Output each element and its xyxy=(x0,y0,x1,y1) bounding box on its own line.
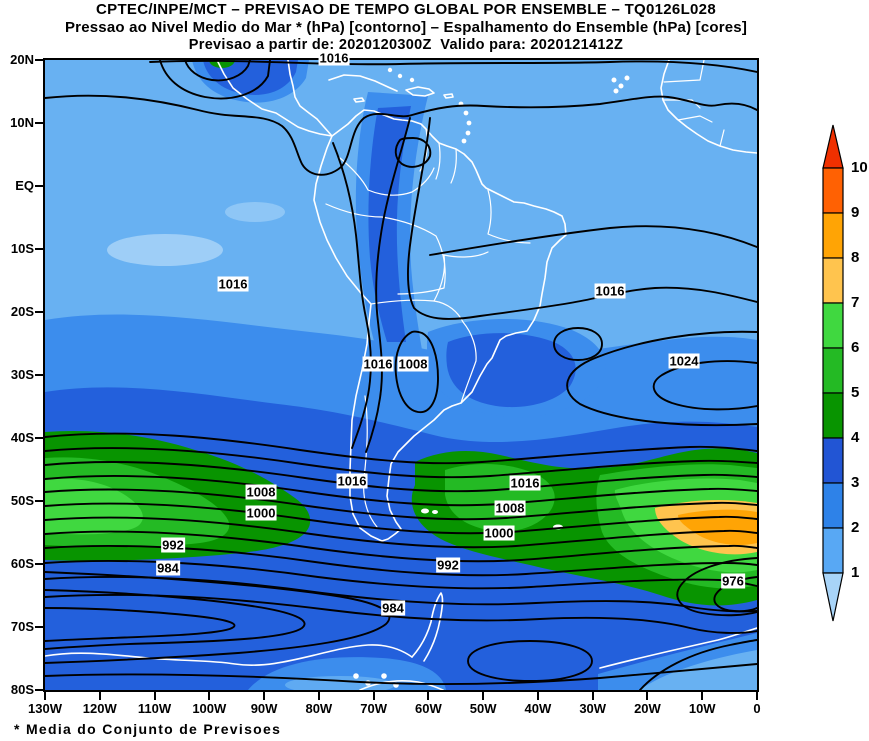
lon-tick xyxy=(208,692,211,700)
contour-label: 1016 xyxy=(217,276,249,292)
colorbar-value: 7 xyxy=(851,294,860,311)
lat-tick xyxy=(35,563,43,565)
lat-tick-label: 30S xyxy=(10,367,34,382)
lat-tick xyxy=(35,185,43,187)
lon-tick xyxy=(372,692,375,700)
lon-tick-label: 40W xyxy=(524,701,552,716)
contour-label: 984 xyxy=(156,560,180,576)
lon-tick xyxy=(44,692,46,700)
lat-tick-label: EQ xyxy=(15,178,34,193)
lat-tick xyxy=(35,626,43,628)
lat-tick xyxy=(35,374,43,376)
colorbar-svg xyxy=(822,124,844,622)
lat-tick xyxy=(35,59,43,61)
pressure-contours xyxy=(45,60,757,690)
lon-tick xyxy=(263,692,266,700)
lat-tick-label: 20N xyxy=(10,52,34,67)
contour-label: 1016 xyxy=(336,473,368,489)
colorbar-value: 2 xyxy=(851,519,860,536)
contour-label: 1016 xyxy=(318,50,350,66)
colorbar-value: 8 xyxy=(851,249,860,266)
contour-label: 1024 xyxy=(668,353,700,369)
lon-tick xyxy=(98,692,101,700)
contour-label: 1008 xyxy=(245,484,277,500)
lon-tick xyxy=(756,692,758,700)
lat-tick xyxy=(35,311,43,313)
contour-label: 1008 xyxy=(397,356,429,372)
lat-tick-label: 60S xyxy=(10,556,34,571)
contour-label: 1016 xyxy=(509,475,541,491)
lon-tick-label: 130W xyxy=(28,701,62,716)
title-line-2: Pressao ao Nivel Medio do Mar * (hPa) [c… xyxy=(64,19,748,36)
contour-label: 1016 xyxy=(594,283,626,299)
colorbar-value: 1 xyxy=(851,564,860,581)
colorbar xyxy=(822,123,846,628)
colorbar-value: 4 xyxy=(851,429,860,446)
lat-tick xyxy=(35,122,43,124)
lon-tick-label: 110W xyxy=(137,701,172,716)
contour-label: 1008 xyxy=(494,500,526,516)
title-line-1: CPTEC/INPE/MCT – PREVISAO DE TEMPO GLOBA… xyxy=(96,1,716,18)
lon-tick xyxy=(153,692,156,700)
lon-tick-label: 30W xyxy=(579,701,607,716)
lon-tick xyxy=(646,692,649,700)
title-line-3: Previsao a partir de: 2020120300Z Valido… xyxy=(188,37,624,53)
weather-map xyxy=(45,60,757,690)
lon-tick-label: 100W xyxy=(192,701,227,716)
map-frame xyxy=(43,58,759,692)
lat-tick-label: 10S xyxy=(10,241,34,256)
lon-tick xyxy=(317,692,320,700)
lon-tick-label: 0 xyxy=(753,701,761,716)
lon-tick-label: 80W xyxy=(305,701,333,716)
lat-tick-label: 40S xyxy=(10,430,34,445)
colorbar-value: 3 xyxy=(851,474,860,491)
lon-tick xyxy=(591,692,594,700)
lat-tick-label: 70S xyxy=(10,619,34,634)
contour-label: 976 xyxy=(721,573,745,589)
lat-tick xyxy=(35,248,43,250)
colorbar-value: 9 xyxy=(851,204,860,221)
colorbar-value: 6 xyxy=(851,339,860,356)
lat-tick-label: 20S xyxy=(10,304,34,319)
colorbar-value: 5 xyxy=(851,384,860,401)
lat-tick xyxy=(35,689,43,691)
lat-tick-label: 50S xyxy=(10,493,34,508)
country-borders xyxy=(325,60,725,528)
colorbar-value: 10 xyxy=(851,159,868,176)
contour-label: 1000 xyxy=(245,505,277,521)
footnote: * Media do Conjunto de Previsoes xyxy=(14,721,282,737)
lon-tick-label: 50W xyxy=(469,701,497,716)
lon-tick-label: 120W xyxy=(82,701,117,716)
lon-tick-label: 60W xyxy=(415,701,442,716)
contour-label: 1000 xyxy=(483,525,515,541)
lat-tick xyxy=(35,437,43,439)
contour-label: 984 xyxy=(381,600,405,616)
lon-tick-label: 10W xyxy=(688,701,716,716)
lon-tick xyxy=(427,692,430,700)
lat-tick-label: 80S xyxy=(10,682,34,697)
contour-label: 992 xyxy=(436,557,460,573)
lon-tick xyxy=(536,692,539,700)
contour-label: 1016 xyxy=(362,356,394,372)
lat-tick-label: 10N xyxy=(10,115,34,130)
contour-label: 992 xyxy=(161,537,185,553)
lon-tick-label: 20W xyxy=(634,701,661,716)
lon-tick xyxy=(701,692,704,700)
lon-tick-label: 90W xyxy=(250,701,278,716)
lon-tick-label: 70W xyxy=(360,701,387,716)
lat-tick xyxy=(35,500,43,502)
lon-tick xyxy=(482,692,485,700)
